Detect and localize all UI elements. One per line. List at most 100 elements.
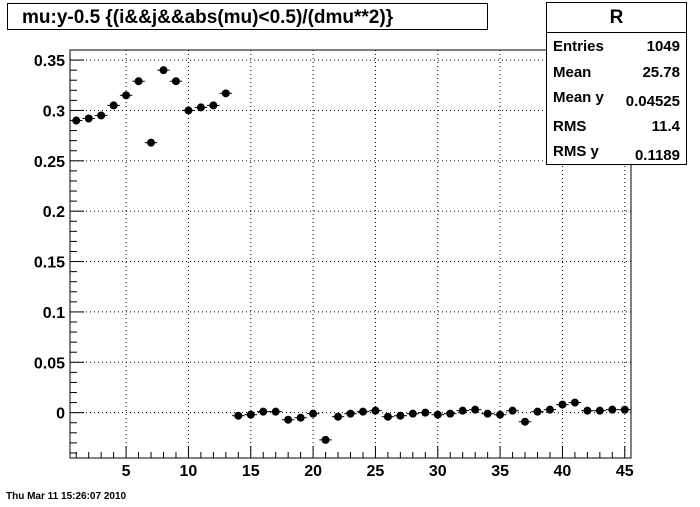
- data-point: [606, 405, 619, 414]
- x-tick-label: 35: [491, 463, 509, 480]
- data-point: [144, 138, 158, 147]
- data-point: [207, 101, 220, 110]
- data-point-marker: [72, 116, 81, 125]
- x-tick-label: 45: [616, 463, 634, 480]
- data-point-marker: [159, 66, 168, 75]
- data-point: [369, 406, 382, 415]
- stat-value-mean: 25.78: [642, 64, 680, 81]
- data-point: [194, 103, 208, 112]
- stats-separator: [547, 32, 686, 33]
- data-point-marker: [284, 415, 293, 424]
- stat-label-rms-y: RMS y: [553, 143, 599, 160]
- data-point-marker: [446, 409, 455, 418]
- data-point: [119, 91, 133, 100]
- data-point: [506, 406, 519, 415]
- y-tick-label: 0.3: [43, 103, 65, 120]
- stat-label-mean: Mean: [553, 64, 592, 81]
- data-point: [356, 407, 370, 416]
- y-tick-label: 0.2: [43, 204, 65, 221]
- data-point-marker: [296, 413, 305, 422]
- axis-tick-labels: 5 10 15 20 25 30 35 40 45 0 0.05 0.1 0.15 0.2 0.25 0.3 0…: [34, 53, 634, 480]
- data-point: [94, 111, 108, 120]
- data-point-marker: [570, 398, 579, 407]
- data-point: [232, 411, 245, 420]
- data-point-marker: [608, 405, 617, 414]
- data-point: [394, 411, 407, 420]
- data-point: [244, 410, 257, 419]
- y-tick-label: 0.15: [34, 255, 65, 272]
- data-point: [581, 406, 594, 415]
- data-point: [70, 116, 83, 125]
- y-tick-label: 0.1: [43, 305, 65, 322]
- data-point-marker: [371, 406, 380, 415]
- x-tick-label: 25: [367, 463, 385, 480]
- data-point-marker: [271, 407, 280, 416]
- stat-value-rms-y: 0.1189: [634, 147, 680, 164]
- data-point: [281, 415, 295, 424]
- title-box: mu:y-0.5 {(i&&j&&abs(mu)<0.5)/(dmu**2)}: [7, 3, 488, 30]
- x-tick-label: 5: [122, 463, 131, 480]
- data-point-marker: [221, 89, 230, 98]
- stats-box: R Entries 1049 Mean 25.78 Mean y 0.04525…: [546, 2, 687, 165]
- timestamp: Thu Mar 11 15:26:07 2010: [6, 491, 127, 502]
- data-point-marker: [147, 138, 156, 147]
- data-point: [294, 413, 307, 422]
- data-point: [319, 435, 332, 444]
- data-point-marker: [246, 410, 255, 419]
- stat-label-entries: Entries: [553, 38, 604, 55]
- data-point-marker: [309, 409, 318, 418]
- y-tick-label: 0.25: [34, 154, 65, 171]
- data-point-marker: [508, 406, 517, 415]
- y-tick-label: 0: [56, 406, 65, 423]
- data-point-marker: [109, 101, 118, 110]
- data-point-marker: [471, 405, 480, 414]
- axis-ticks: [70, 49, 626, 458]
- data-point: [444, 409, 457, 418]
- data-point-marker: [396, 411, 405, 420]
- data-point: [182, 106, 195, 115]
- stat-value-mean-y: 0.04525: [625, 93, 680, 110]
- data-point: [568, 398, 582, 407]
- data-point: [169, 77, 183, 86]
- data-point: [406, 409, 420, 418]
- data-point: [82, 114, 95, 123]
- y-tick-label: 0.05: [34, 355, 65, 372]
- data-point: [344, 409, 357, 418]
- data-point-marker: [259, 407, 268, 416]
- data-point-marker: [533, 407, 542, 416]
- data-point-marker: [458, 406, 467, 415]
- data-point-marker: [558, 400, 567, 409]
- data-point-marker: [334, 412, 343, 421]
- data-point-marker: [171, 77, 180, 86]
- data-point: [269, 407, 282, 416]
- x-tick-label: 15: [242, 463, 260, 480]
- data-point-marker: [234, 411, 243, 420]
- data-point-marker: [421, 408, 430, 417]
- stat-value-rms: 11.4: [651, 118, 680, 135]
- data-point: [456, 406, 469, 415]
- data-point: [219, 89, 233, 98]
- data-point-marker: [122, 91, 131, 100]
- data-points: [70, 66, 631, 444]
- data-point: [381, 412, 395, 421]
- data-point: [431, 410, 444, 419]
- data-point: [493, 410, 507, 419]
- data-point: [331, 412, 345, 421]
- data-point-marker: [496, 410, 505, 419]
- chart-title: mu:y-0.5 {(i&&j&&abs(mu)<0.5)/(dmu**2)}: [22, 7, 394, 28]
- data-point: [107, 101, 120, 110]
- stat-label-mean-y: Mean y: [553, 89, 604, 106]
- data-point-marker: [358, 407, 367, 416]
- data-point-marker: [433, 410, 442, 419]
- data-point-marker: [84, 114, 93, 123]
- data-point-marker: [209, 101, 218, 110]
- data-point-marker: [346, 409, 355, 418]
- data-point-marker: [408, 409, 417, 418]
- stats-name: R: [609, 7, 624, 28]
- data-point: [157, 66, 170, 75]
- y-tick-label: 0.35: [34, 53, 65, 70]
- data-point: [419, 408, 432, 417]
- data-point-marker: [321, 435, 330, 444]
- data-point: [543, 405, 557, 414]
- data-point: [306, 409, 320, 418]
